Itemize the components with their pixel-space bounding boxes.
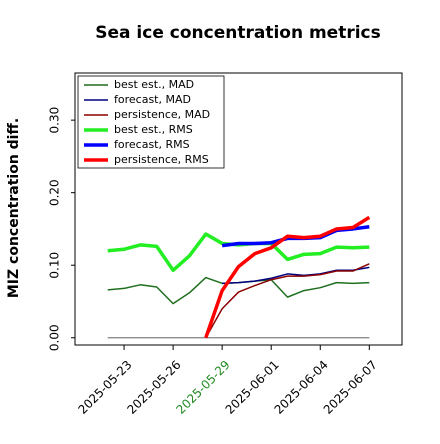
- legend-label: forecast, RMS: [114, 138, 190, 151]
- legend-label: best est., RMS: [114, 123, 193, 136]
- y-tick-label: 0.30: [48, 107, 62, 134]
- y-tick-label: 0.10: [48, 252, 62, 279]
- series-line: [205, 263, 370, 339]
- plot-frame: [74, 72, 403, 346]
- legend-label: forecast, MAD: [114, 93, 191, 106]
- y-axis-label: MIZ concentration diff.: [6, 118, 22, 298]
- legend-label: persistence, MAD: [114, 108, 210, 121]
- y-tick-label: 0.00: [48, 324, 62, 351]
- legend-box: [77, 75, 225, 169]
- series-line: [204, 215, 371, 339]
- series-line: [107, 276, 370, 305]
- y-tick-label: 0.20: [48, 179, 62, 206]
- legend-label: best est., MAD: [114, 78, 194, 91]
- chart-title: Sea ice concentration metrics: [95, 23, 381, 43]
- legend-label: persistence, RMS: [114, 153, 209, 166]
